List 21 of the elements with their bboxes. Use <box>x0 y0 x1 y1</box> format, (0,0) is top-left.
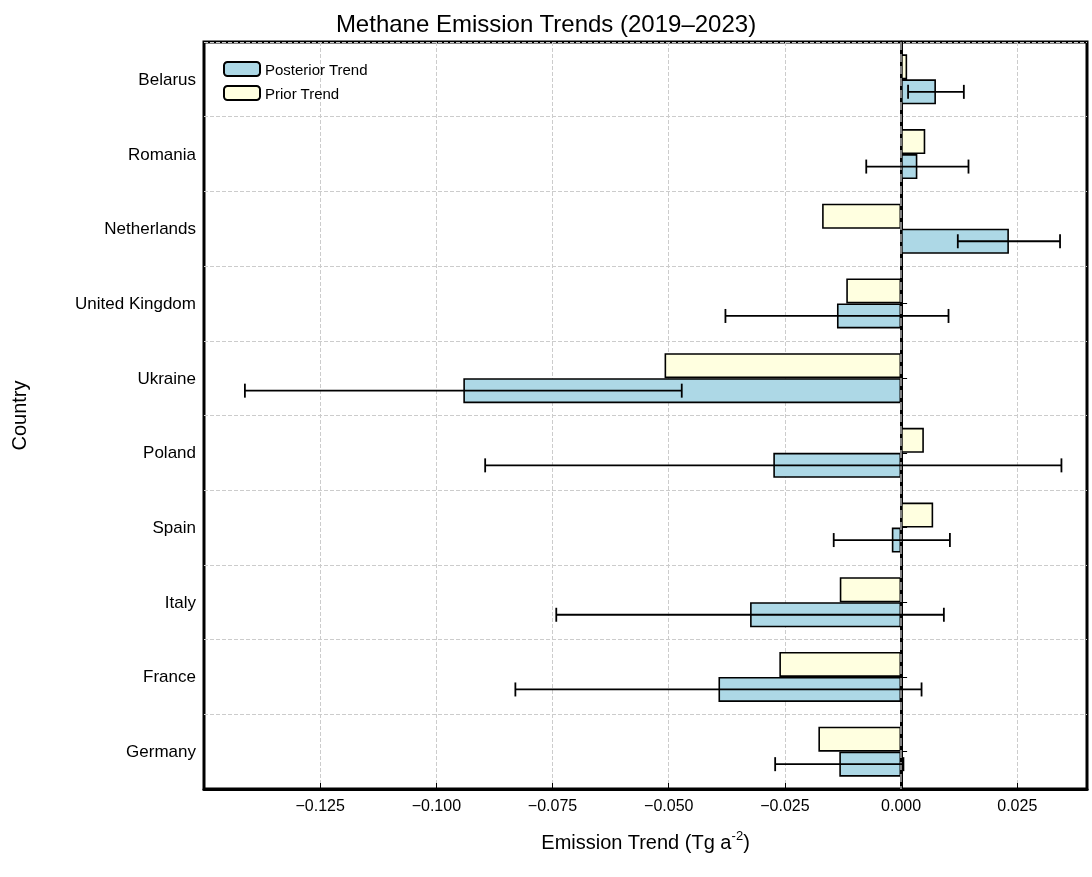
x-tick-label: −0.025 <box>760 796 810 814</box>
legend-label: Posterior Trend <box>265 60 368 78</box>
y-tick-label: Spain <box>152 518 196 538</box>
y-tick-label: Netherlands <box>104 219 196 239</box>
x-tick-label: 0.025 <box>997 796 1038 814</box>
x-tick-label: −0.125 <box>295 796 345 814</box>
y-tick-label: United Kingdom <box>75 293 196 313</box>
y-tick-label: Poland <box>143 443 196 463</box>
y-tick-label: France <box>143 667 196 687</box>
x-tick-label: −0.100 <box>411 796 462 814</box>
legend-label: Prior Trend <box>265 84 340 102</box>
x-tick-label: −0.050 <box>644 796 694 814</box>
y-tick-label: Italy <box>164 592 197 612</box>
y-tick-label: Belarus <box>138 69 196 89</box>
y-axis-title: Country <box>8 380 30 451</box>
y-tick-label: Romania <box>127 144 197 164</box>
chart-title: Methane Emission Trends (2019–2023) <box>335 9 757 37</box>
x-tick-label: 0.000 <box>881 796 922 814</box>
x-tick-label: −0.075 <box>527 796 578 814</box>
y-tick-label: Ukraine <box>137 368 196 388</box>
y-tick-label: Germany <box>126 742 197 762</box>
